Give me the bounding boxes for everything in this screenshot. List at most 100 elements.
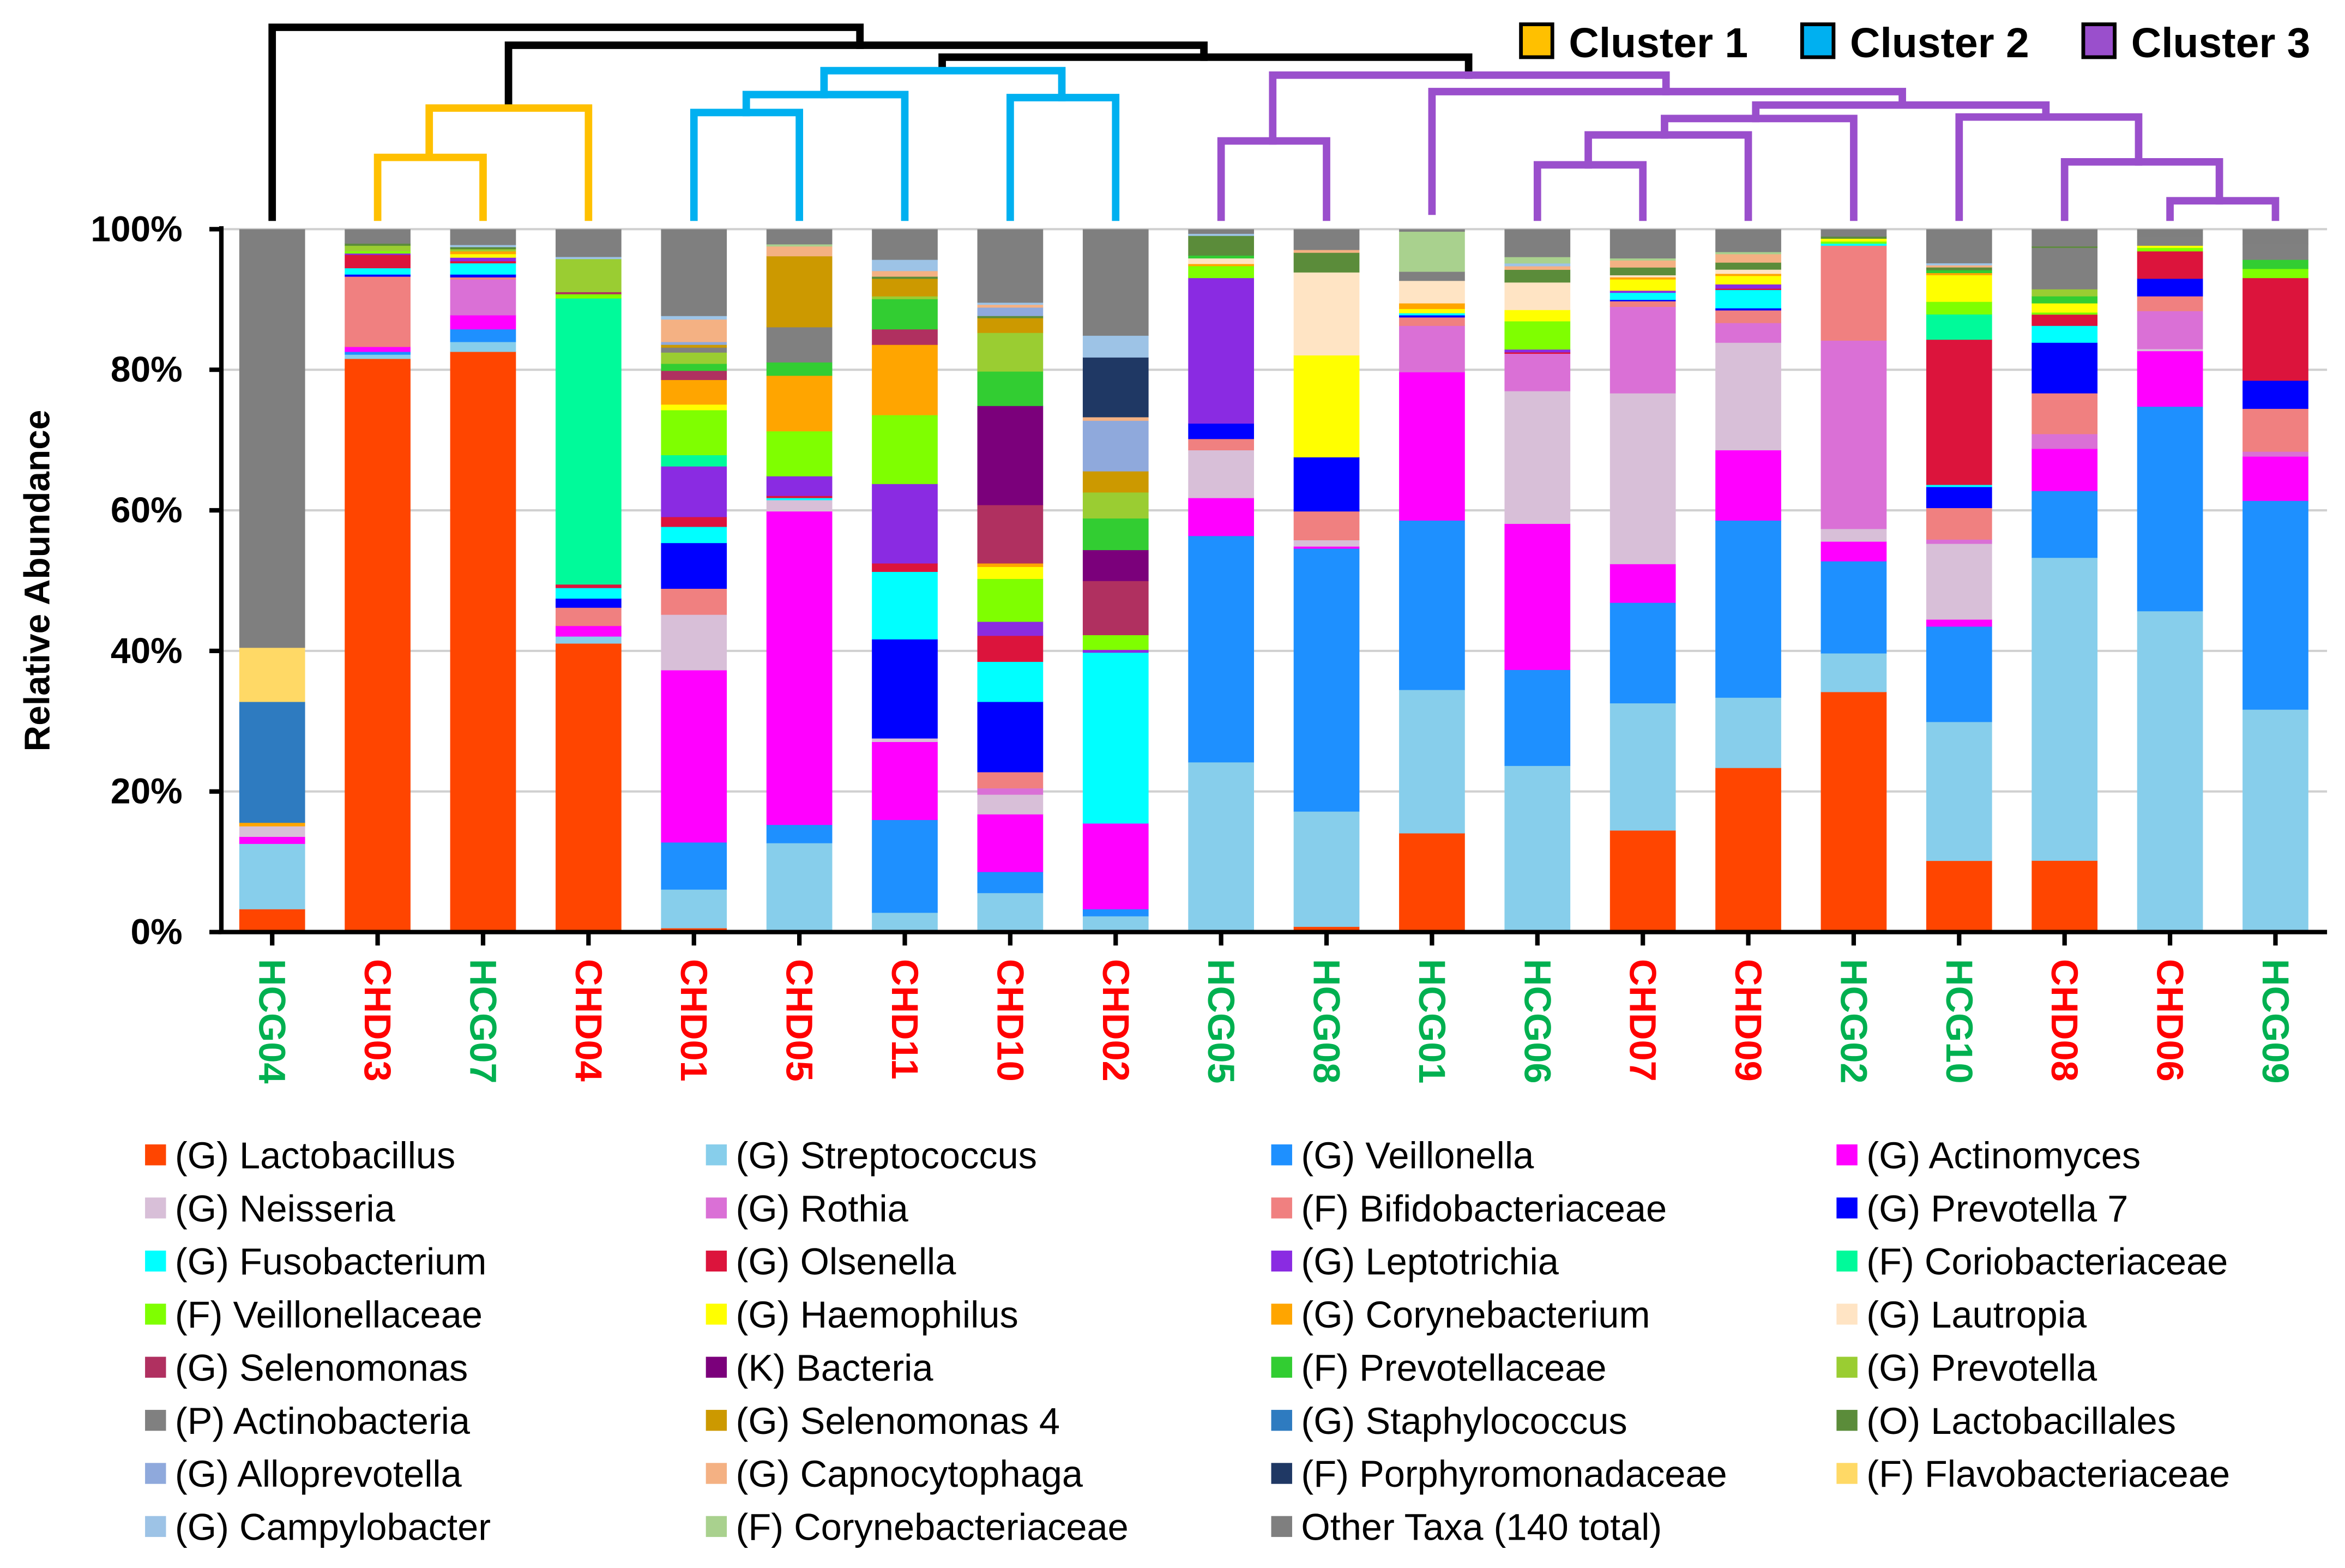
bar-segment: [2031, 246, 2098, 248]
legend-item: (G) Campylobacter: [145, 1506, 491, 1548]
bar-segment: [2242, 451, 2308, 457]
bar-segment: [1399, 280, 1465, 304]
bar-segment: [1926, 339, 1992, 485]
bar-segment: [1609, 258, 1676, 261]
bar-segment: [1609, 229, 1676, 259]
bar-segment: [872, 638, 938, 739]
legend-item: (F) Prevotellaceae: [1271, 1347, 1607, 1389]
bar-segment: [1504, 309, 1571, 322]
bar-segment: [1609, 292, 1676, 300]
bar-segment: [661, 455, 727, 467]
bar-stack-hcg06: [1504, 229, 1571, 933]
bar-segment: [1926, 619, 1992, 627]
legend-item: (F) Corynebacteriaceae: [706, 1506, 1129, 1548]
bar-segment: [2031, 247, 2098, 290]
bar-segment: [1082, 580, 1149, 636]
bar-segment: [1715, 310, 1781, 323]
bar-segment: [1715, 251, 1781, 255]
legend-label: Other Taxa (140 total): [1301, 1506, 1662, 1548]
bar-segment: [1082, 335, 1149, 358]
legend-item: (G) Capnocytophaga: [706, 1453, 1083, 1495]
legend-item: Other Taxa (140 total): [1271, 1506, 1662, 1548]
legend-swatch: [1836, 1197, 1858, 1219]
bar-segment: [556, 643, 622, 933]
x-tick-label: CHD03: [357, 959, 399, 1082]
bar-segment: [977, 332, 1044, 372]
legend-item: (F) Bifidobacteriaceae: [1271, 1187, 1667, 1229]
bar-segment: [556, 298, 622, 585]
bar-segment: [1609, 277, 1676, 280]
legend-item: (G) Neisseria: [145, 1187, 396, 1229]
bar-segment: [450, 274, 516, 278]
bar-segment: [766, 244, 833, 247]
dendrogram-link: [690, 108, 803, 221]
bar-segment: [977, 229, 1044, 303]
bar-segment: [661, 516, 727, 527]
bar-segment: [1715, 322, 1781, 343]
bar-segment: [766, 362, 833, 376]
bar-segment: [1504, 263, 1571, 267]
bar-segment: [661, 526, 727, 544]
bar-segment: [977, 405, 1044, 505]
bar-segment: [1504, 352, 1571, 354]
bar-segment: [2137, 351, 2203, 407]
cluster-legend: Cluster 1 Cluster 2 Cluster 3: [1519, 20, 2310, 67]
y-axis-title: Relative Abundance: [17, 410, 57, 752]
bar-segment: [1188, 229, 1254, 234]
bar-segment: [345, 276, 411, 347]
bar-segment: [450, 257, 516, 262]
x-tick-label: CHD10: [989, 959, 1031, 1082]
bar-segment: [345, 243, 411, 246]
x-tick-label: HCG05: [1200, 959, 1242, 1084]
bar-stack-hcg07: [450, 229, 516, 933]
bar-segment: [1609, 564, 1676, 603]
legend-swatch: [145, 1409, 166, 1431]
dendrogram-link: [504, 41, 1208, 112]
bar-segment: [977, 621, 1044, 636]
bar-segment: [872, 295, 938, 299]
bar-segment: [345, 346, 411, 352]
bar-segment: [766, 495, 833, 498]
bar-segment: [345, 358, 411, 933]
bar-segment: [2031, 314, 2098, 326]
bar-segment: [2242, 408, 2308, 452]
x-tick-label: HCG01: [1411, 959, 1453, 1084]
bar-segment: [2242, 278, 2308, 381]
dendrogram-link: [1955, 113, 2143, 221]
dendrogram-cluster-3: [1217, 71, 2280, 221]
x-tick-label: CHD08: [2043, 959, 2085, 1082]
bar-stack-chd08: [2031, 229, 2098, 933]
bar-segment: [661, 409, 727, 456]
bar-segment: [2137, 237, 2203, 246]
x-tick-label: HCG04: [251, 959, 293, 1084]
bar-segment: [1504, 266, 1571, 270]
legend-label: (G) Capnocytophaga: [736, 1453, 1083, 1495]
bar-segment: [1715, 520, 1781, 698]
bar-segment: [1504, 282, 1571, 310]
legend-item: (G) Prevotella: [1836, 1347, 2097, 1389]
bar-segment: [1820, 229, 1887, 237]
bar-segment: [1188, 423, 1254, 439]
legend-item: (G) Olsenella: [706, 1241, 956, 1283]
legend-swatch: [145, 1356, 166, 1378]
bar-segment: [977, 578, 1044, 622]
bar-segment: [1926, 267, 1992, 270]
bar-segment: [766, 327, 833, 363]
legend-swatch: [706, 1197, 727, 1219]
bar-segment: [977, 371, 1044, 406]
legend-label: (F) Porphyromonadaceae: [1301, 1453, 1727, 1495]
gridlines: [221, 228, 2328, 793]
x-tick-label: HCG08: [1306, 959, 1348, 1084]
bar-segment: [1926, 274, 1992, 302]
x-tick-label: HCG02: [1832, 959, 1874, 1084]
cluster-1-swatch: [1519, 22, 1554, 59]
bar-segment: [1504, 269, 1571, 283]
bar-segment: [1188, 762, 1254, 933]
bar-segment: [450, 263, 516, 275]
bar-segment: [1293, 548, 1360, 812]
bar-segment: [766, 499, 833, 512]
dendrogram-link: [1533, 161, 1647, 221]
bar-segment: [1926, 486, 1992, 508]
legend-swatch: [145, 1250, 166, 1272]
